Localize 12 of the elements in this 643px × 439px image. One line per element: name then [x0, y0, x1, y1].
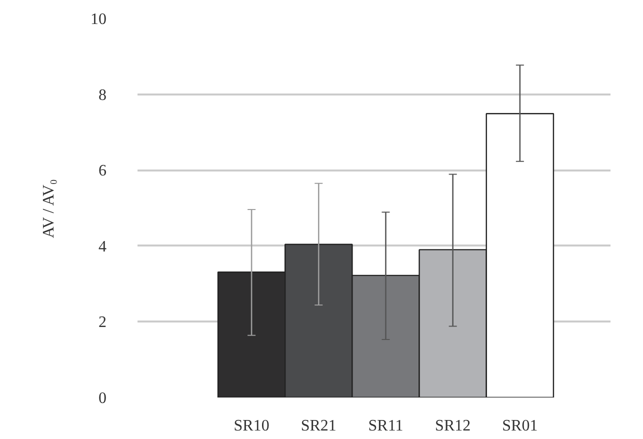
x-tick-label: SR11	[368, 418, 404, 434]
y-tick-label: 4	[98, 238, 106, 256]
x-tick-label: SR01	[502, 418, 538, 434]
y-axis-title: AV / AV₀	[40, 179, 58, 238]
x-tick-label: SR10	[234, 418, 270, 434]
y-tick-label: 10	[90, 11, 106, 28]
x-tick-label: SR21	[300, 418, 336, 434]
x-tick-label: SR12	[435, 418, 471, 434]
y-tick-label: 8	[98, 86, 106, 104]
y-tick-label: 0	[98, 390, 106, 407]
y-tick-label: 2	[98, 314, 106, 332]
y-tick-label: 6	[98, 162, 106, 180]
